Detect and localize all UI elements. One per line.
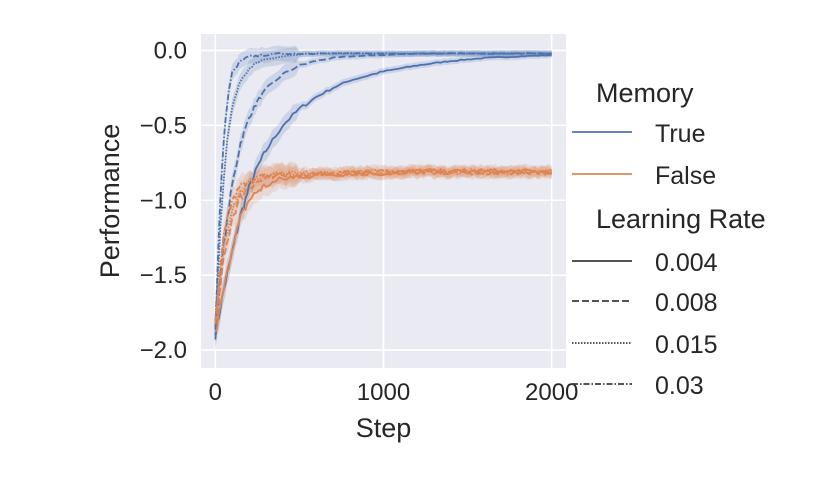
legend-lr-title: Learning Rate bbox=[596, 204, 766, 234]
series-line-false-0.03 bbox=[214, 168, 553, 323]
y-tick-label: −1.5 bbox=[140, 262, 187, 289]
series-line-true-0.015 bbox=[214, 52, 552, 325]
y-tick-label: 0.0 bbox=[154, 37, 187, 64]
y-tick-label: −2.0 bbox=[140, 337, 187, 364]
legend-lr-003-label: 0.03 bbox=[655, 372, 704, 400]
legend-memory-title: Memory bbox=[596, 78, 694, 108]
grid-lines bbox=[201, 34, 566, 368]
y-axis-title: Performance bbox=[95, 124, 125, 279]
y-tick-labels: 0.0 −0.5 −1.0 −1.5 −2.0 bbox=[140, 37, 187, 364]
x-axis-title: Step bbox=[356, 413, 412, 443]
legend-true-label: True bbox=[655, 120, 705, 148]
legend-lr-0008-label: 0.008 bbox=[655, 289, 718, 317]
y-tick-label: −1.0 bbox=[140, 187, 187, 214]
legend-false-label: False bbox=[655, 162, 716, 190]
ci-band-false-0.03 bbox=[215, 162, 552, 336]
y-tick-label: −0.5 bbox=[140, 112, 187, 139]
legend: Memory True False Learning Rate 0.004 0.… bbox=[572, 78, 766, 400]
series-lines bbox=[214, 52, 553, 340]
series-line-true-0.03 bbox=[214, 52, 552, 330]
legend-lr-0004-label: 0.004 bbox=[655, 249, 718, 277]
x-tick-label: 0 bbox=[209, 379, 222, 406]
legend-lr-0015-label: 0.015 bbox=[655, 331, 718, 359]
x-tick-label: 1000 bbox=[357, 379, 410, 406]
x-tick-label: 2000 bbox=[525, 379, 578, 406]
series-line-true-0.004 bbox=[214, 53, 552, 340]
x-tick-labels: 0 1000 2000 bbox=[209, 379, 579, 406]
series-line-false-0.015 bbox=[214, 167, 553, 320]
ci-band-false-0.015 bbox=[215, 161, 552, 333]
